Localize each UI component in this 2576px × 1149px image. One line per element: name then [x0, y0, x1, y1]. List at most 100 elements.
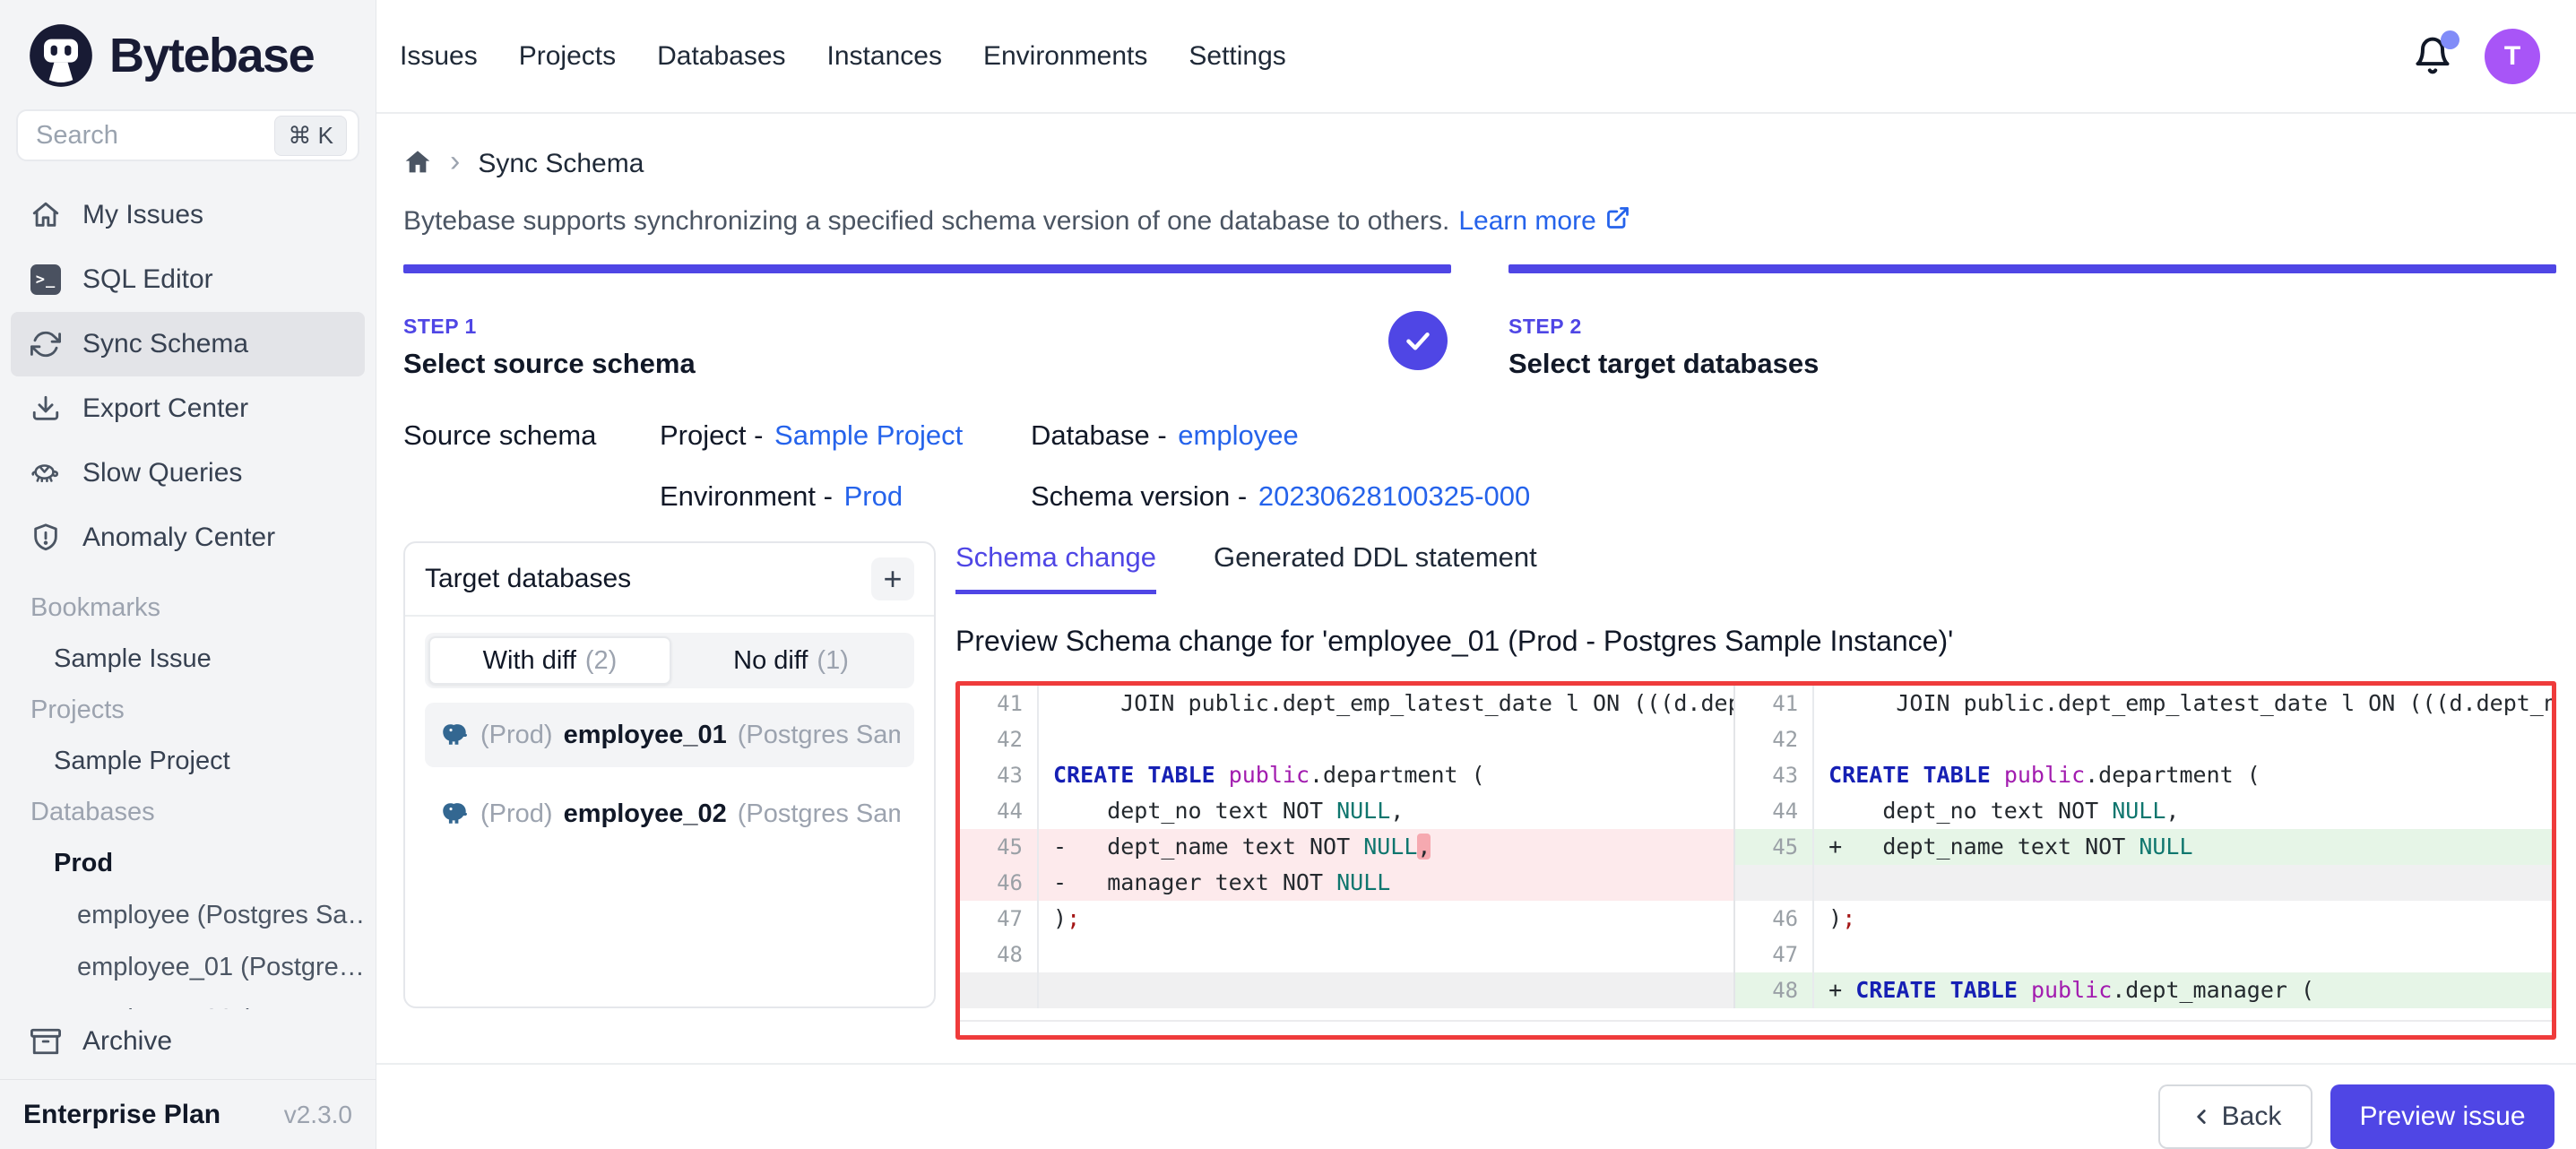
code-text: );: [1828, 905, 1856, 931]
avatar[interactable]: T: [2485, 28, 2540, 84]
nav-settings[interactable]: Settings: [1189, 40, 1286, 71]
nav-issues[interactable]: Issues: [400, 40, 478, 71]
terminal-icon: >_: [30, 264, 61, 295]
nav-instances[interactable]: Instances: [826, 40, 942, 71]
code-text: dept_no text NOT NULL,: [1053, 798, 1405, 824]
line-number: 44: [960, 793, 1039, 829]
preview-title: Preview Schema change for 'employee_01 (…: [955, 625, 1954, 657]
database-link[interactable]: employee: [1178, 419, 1299, 451]
sidebar-item-sample-project[interactable]: Sample Project: [54, 746, 230, 775]
brand-logo[interactable]: Bytebase: [0, 0, 376, 106]
add-target-database-button[interactable]: +: [871, 557, 914, 600]
source-version-field: Schema version - 20230628100325-000: [1031, 480, 1530, 513]
code-text: + dept_name text NOT NULL: [1828, 834, 2193, 860]
schema-version-link[interactable]: 20230628100325-000: [1258, 480, 1531, 512]
database-label: Database -: [1031, 419, 1167, 451]
tab-schema-change[interactable]: Schema change: [955, 541, 1157, 594]
schema-diff-viewer[interactable]: 41 JOIN public.dept_emp_latest_date l ON…: [955, 681, 2556, 1040]
target-db-employee-01[interactable]: (Prod) employee_01 (Postgres Sampl…: [425, 703, 914, 767]
tab-no-diff[interactable]: No diff (1): [671, 636, 911, 685]
step-1-title: Select source schema: [403, 348, 696, 379]
sidebar-item-anomaly-center[interactable]: Anomaly Center: [11, 505, 365, 570]
page-content: › Sync Schema Bytebase supports synchron…: [376, 114, 2576, 1050]
line-number: 45: [1735, 829, 1815, 865]
source-environment-field: Environment - Prod: [660, 480, 1031, 513]
sidebar-item-db-employee[interactable]: employee (Postgres Sa…: [77, 900, 365, 929]
db-instance: (Postgres Sampl…: [737, 720, 900, 749]
diff-line: 46 - manager text NOT NULL: [960, 865, 1734, 901]
diff-line: [1735, 865, 2552, 901]
search-input[interactable]: [36, 120, 275, 151]
nav-environments[interactable]: Environments: [982, 40, 1148, 71]
db-name: employee_01: [563, 720, 727, 749]
sidebar-item-db-employee-02[interactable]: employee_02 (Postgre: [11, 993, 365, 1010]
step-2: STEP 2 Select target databases: [1508, 264, 2556, 380]
sidebar-item-export-center[interactable]: Export Center: [11, 376, 365, 441]
diff-line: 42: [960, 721, 1733, 757]
breadcrumb-home-button[interactable]: [403, 148, 432, 181]
sidebar-item-label: SQL Editor: [82, 264, 213, 294]
diff-horizontal-scrollbar[interactable]: [960, 1008, 2552, 1035]
line-number: 48: [960, 937, 1039, 972]
sidebar-item-slow-queries[interactable]: Slow Queries: [11, 441, 365, 505]
step-indicator: STEP 1 Select source schema STEP 2 Selec…: [403, 264, 2556, 380]
code-text: [1814, 937, 2552, 972]
turtle-icon: [30, 458, 61, 488]
postgres-icon: [443, 803, 468, 824]
back-button[interactable]: Back: [2158, 1084, 2312, 1149]
line-number: 41: [960, 686, 1039, 721]
line-number: 45: [960, 829, 1039, 865]
code-text: - manager text NOT NULL: [1053, 869, 1391, 895]
diff-pane-source: 41 JOIN public.dept_emp_latest_date l ON…: [960, 686, 1734, 1008]
line-number: 42: [960, 721, 1039, 757]
tab-label: No diff: [733, 645, 808, 675]
code-text: JOIN public.dept_emp_latest_date l ON ((…: [1896, 690, 2552, 716]
sidebar-item-sync-schema[interactable]: Sync Schema: [11, 312, 365, 376]
code-text: + CREATE TABLE public.dept_manager (: [1828, 977, 2315, 1003]
schema-change-panel: Schema change Generated DDL statement Pr…: [955, 541, 2556, 1040]
sidebar-item-sql-editor[interactable]: >_ SQL Editor: [11, 247, 365, 312]
diff-line: 41 JOIN public.dept_emp_latest_date l ON…: [1735, 686, 2552, 721]
nav-projects[interactable]: Projects: [518, 40, 617, 71]
sidebar-item-sample-issue[interactable]: Sample Issue: [54, 644, 212, 673]
learn-more-link[interactable]: Learn more: [1458, 206, 1596, 236]
sidebar-item-env-prod[interactable]: Prod: [54, 848, 114, 877]
external-link-icon: [1605, 205, 1630, 238]
bell-icon: [2416, 37, 2450, 73]
tab-label: With diff: [482, 645, 576, 675]
nav-databases[interactable]: Databases: [657, 40, 786, 71]
step-2-title: Select target databases: [1508, 348, 1820, 379]
line-number: 48: [1735, 972, 1815, 1008]
code-text: [1039, 937, 1733, 972]
diff-line: 45 + dept_name text NOT NULL: [1735, 829, 2552, 865]
target-db-employee-02[interactable]: (Prod) employee_02 (Postgres Samp…: [425, 782, 914, 846]
sidebar-item-label: My Issues: [82, 200, 204, 229]
back-label: Back: [2221, 1101, 2282, 1131]
tab-generated-ddl[interactable]: Generated DDL statement: [1214, 541, 1537, 573]
sidebar-item-db-employee-01[interactable]: employee_01 (Postgre…: [77, 952, 365, 981]
preview-issue-button[interactable]: Preview issue: [2330, 1084, 2554, 1149]
diff-line: 46);: [1735, 901, 2552, 937]
sidebar-item-my-issues[interactable]: My Issues: [11, 183, 365, 247]
line-number: 44: [1735, 793, 1815, 829]
search-box[interactable]: ⌘ K: [16, 109, 359, 161]
diff-line: 43 CREATE TABLE public.department (: [1735, 757, 2552, 793]
line-number: 41: [1735, 686, 1815, 721]
diff-line: 44 dept_no text NOT NULL,: [1735, 793, 2552, 829]
notification-bell-button[interactable]: [2413, 30, 2459, 77]
chevron-left-icon: [2196, 1110, 2206, 1124]
source-schema-summary: Source schema Project - Sample Project D…: [403, 419, 2556, 513]
tab-with-diff[interactable]: With diff (2): [428, 636, 671, 685]
diff-line: 48: [960, 937, 1733, 972]
sidebar-item-archive[interactable]: Archive: [11, 1009, 365, 1074]
plan-name: Enterprise Plan: [23, 1099, 221, 1129]
diff-pane-target: 41 JOIN public.dept_emp_latest_date l ON…: [1733, 686, 2552, 1008]
top-bar: Issues Projects Databases Instances Envi…: [376, 0, 2576, 114]
diff-line: 44 dept_no text NOT NULL,: [960, 793, 1733, 829]
sidebar-item-label: Slow Queries: [82, 458, 243, 488]
code-text: [1814, 865, 2552, 901]
environment-link[interactable]: Prod: [843, 480, 903, 512]
project-link[interactable]: Sample Project: [774, 419, 964, 451]
section-title-bookmarks: Bookmarks: [30, 592, 161, 622]
postgres-icon: [443, 724, 468, 745]
